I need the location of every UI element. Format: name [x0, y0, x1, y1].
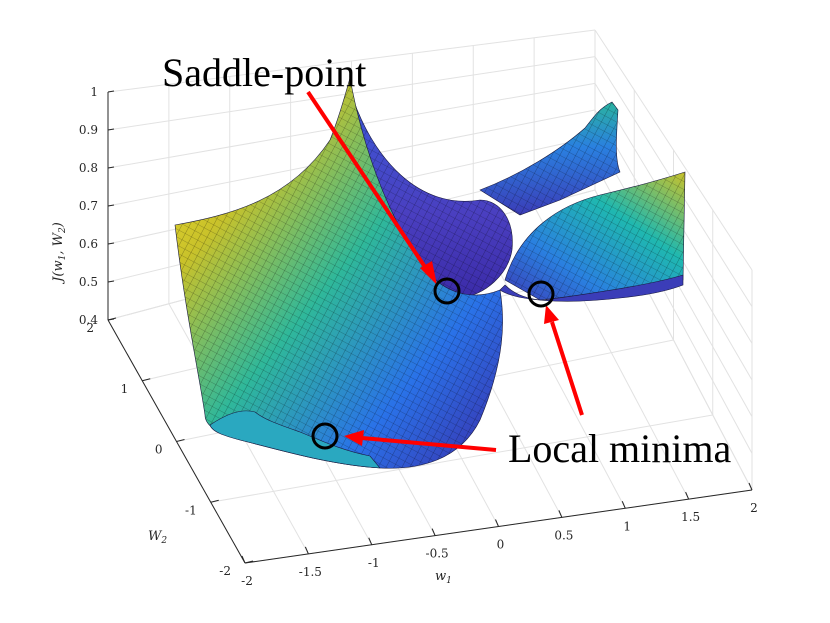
y-axis-label: W2 [148, 529, 167, 546]
saddle-point-label: Saddle-point [162, 50, 366, 95]
z-tick-label: 0.8 [79, 161, 98, 175]
z-axis-label: J(w1, W2) [51, 222, 68, 285]
annotations: Saddle-point Local minima [162, 50, 732, 471]
z-tick-labels: 0.4 0.5 0.6 0.7 0.8 0.9 1 [79, 85, 115, 327]
x-tick-label: 0.5 [554, 528, 573, 542]
y-tick-labels: -2 -1 0 1 2 [86, 317, 254, 578]
z-tick-label: 0.9 [79, 123, 98, 137]
local-minimum-marker-left [311, 422, 339, 450]
z-tick-label: 1 [90, 85, 98, 99]
x-tick-label: -1 [368, 556, 380, 570]
surface-right-valley [499, 274, 684, 302]
x-tick-label: 0 [497, 538, 505, 552]
saddle-point-marker [433, 277, 461, 305]
x-tick-label: -0.5 [426, 547, 449, 561]
z-tick-label: 0.7 [79, 199, 98, 213]
x-axis-label: w1 [435, 569, 452, 586]
local-minimum-marker-right [527, 280, 555, 308]
surface-front-lip [209, 410, 381, 469]
x-tick-label: 1 [623, 519, 631, 533]
y-tick-label: 0 [155, 443, 163, 457]
y-tick-label: -1 [185, 503, 197, 517]
x-tick-label: 2 [750, 501, 758, 515]
local-minima-label: Local minima [508, 426, 732, 471]
z-tick-label: 0.6 [79, 237, 98, 251]
y-tick-label: 1 [121, 382, 129, 396]
x-tick-labels: -2 -1.5 -1 -0.5 0 0.5 1 1.5 2 [241, 482, 758, 588]
x-tick-label: -2 [241, 574, 253, 588]
x-tick-label: -1.5 [299, 565, 322, 579]
surface-mesh [174, 77, 686, 469]
saddle-point-arrow [306, 90, 437, 285]
z-tick-label: 0.5 [79, 275, 98, 289]
x-tick-label: 1.5 [681, 510, 700, 524]
local-minima-arrow-left [344, 430, 497, 452]
y-tick-label: -2 [219, 564, 231, 578]
z-tick-label: 0.4 [79, 313, 98, 327]
y-tick-label: 2 [86, 321, 94, 335]
local-minima-arrow-right [544, 305, 584, 416]
